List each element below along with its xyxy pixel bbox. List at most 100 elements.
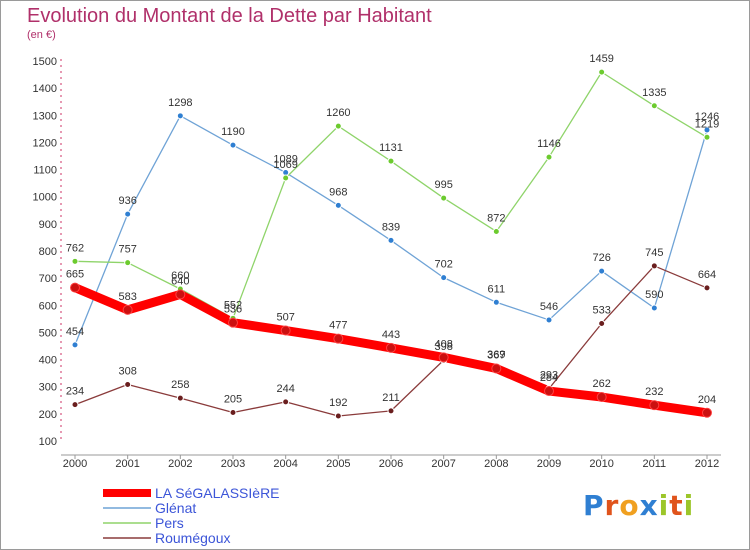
data-label-la-s-galassi-re-2000: 665 (66, 269, 84, 281)
data-label-pers-2008: 872 (487, 212, 505, 224)
y-tick-label-800: 800 (39, 246, 57, 258)
point-gl-nat-2011 (650, 304, 658, 312)
data-label-gl-nat-2012: 1246 (695, 111, 719, 123)
data-label-roum-goux-2004: 244 (276, 383, 294, 395)
logo-letter: i (683, 489, 695, 522)
y-tick-label-1100: 1100 (33, 165, 57, 177)
point-la-s-galassi-re-2012 (702, 407, 712, 418)
point-pers-2000 (71, 257, 79, 265)
point-gl-nat-2008 (492, 298, 500, 306)
x-tick-label-2001: 2001 (115, 458, 139, 470)
data-label-gl-nat-2007: 702 (434, 259, 452, 271)
point-la-s-galassi-re-2005 (333, 333, 344, 344)
point-pers-2009 (545, 153, 553, 161)
logo-letter: i (658, 489, 670, 522)
point-roum-goux-2012 (703, 284, 711, 292)
data-label-pers-2007: 995 (434, 179, 452, 191)
point-gl-nat-2010 (598, 267, 606, 275)
data-label-la-s-galassi-re-2010: 262 (592, 378, 610, 390)
point-roum-goux-2000 (71, 401, 79, 409)
series-line-pers (74, 71, 708, 319)
y-tick-label-400: 400 (39, 355, 57, 367)
y-tick-label-1400: 1400 (33, 83, 57, 95)
x-tick-label-2008: 2008 (484, 458, 508, 470)
data-label-gl-nat-2000: 454 (66, 326, 84, 338)
x-tick-label-2007: 2007 (431, 458, 455, 470)
point-gl-nat-2007 (440, 274, 448, 282)
logo-letter: r (604, 489, 620, 522)
series-lines (70, 71, 712, 418)
point-roum-goux-2004 (282, 398, 290, 406)
data-label-roum-goux-2009: 293 (540, 370, 558, 382)
y-tick-label-300: 300 (39, 382, 57, 394)
point-pers-2001 (124, 259, 132, 267)
data-label-la-s-galassi-re-2006: 443 (382, 329, 400, 341)
point-pers-2007 (440, 194, 448, 202)
data-label-la-s-galassi-re-2003: 536 (224, 304, 242, 316)
legend-label-la-s-galassi-re: LA SéGALASSIèRE (155, 485, 280, 501)
x-tick-label-2009: 2009 (537, 458, 561, 470)
point-gl-nat-2006 (387, 236, 395, 244)
point-gl-nat-2000 (71, 341, 79, 349)
data-label-gl-nat-2003: 1190 (221, 126, 245, 138)
point-pers-2004 (282, 174, 290, 182)
data-label-gl-nat-2006: 839 (382, 221, 400, 233)
x-tick-label-2004: 2004 (273, 458, 297, 470)
y-tick-label-1300: 1300 (33, 110, 57, 122)
y-tick-label-700: 700 (39, 273, 57, 285)
x-tick-label-2011: 2011 (643, 458, 667, 470)
y-tick-label-1200: 1200 (33, 137, 57, 149)
point-la-s-galassi-re-2008 (491, 363, 502, 374)
data-label-roum-goux-2002: 258 (171, 379, 189, 391)
logo-letter: t (669, 489, 684, 522)
data-label-pers-2010: 1459 (589, 53, 613, 65)
y-tick-label-900: 900 (39, 219, 57, 231)
data-label-pers-2006: 1131 (379, 142, 403, 154)
proxiti-logo: Proxiti (583, 489, 694, 522)
point-la-s-galassi-re-2004 (280, 325, 291, 336)
legend-label-pers: Pers (155, 515, 184, 531)
data-label-roum-goux-2006: 211 (382, 392, 400, 404)
data-label-la-s-galassi-re-2001: 583 (118, 291, 136, 303)
data-label-roum-goux-2007: 398 (434, 341, 452, 353)
data-label-roum-goux-2001: 308 (118, 366, 136, 378)
axes: 100 200 300 400 500 600 700 800 900 1000 1100 1200 1… (33, 56, 721, 470)
x-tick-label-2000: 2000 (63, 458, 87, 470)
point-la-s-galassi-re-2006 (386, 342, 396, 353)
y-tick-label-600: 600 (39, 300, 57, 312)
data-label-la-s-galassi-re-2012: 204 (698, 394, 716, 406)
logo-letter: o (619, 489, 640, 522)
point-pers-2008 (492, 227, 500, 235)
data-label-gl-nat-2005: 968 (329, 186, 347, 198)
x-tick-label-2006: 2006 (379, 458, 403, 470)
data-label-la-s-galassi-re-2011: 232 (645, 386, 663, 398)
point-pers-2010 (598, 68, 606, 76)
data-label-gl-nat-2002: 1298 (168, 97, 192, 109)
data-label-gl-nat-2008: 611 (488, 283, 506, 295)
point-pers-2005 (334, 122, 342, 130)
data-label-gl-nat-2009: 546 (540, 301, 558, 313)
legend-label-gl-nat: Glénat (155, 500, 196, 516)
data-label-roum-goux-2005: 192 (329, 397, 347, 409)
point-la-s-galassi-re-2000 (70, 282, 80, 293)
data-label-pers-2011: 1335 (642, 87, 666, 99)
data-label-roum-goux-2011: 745 (645, 247, 663, 259)
y-tick-label-1000: 1000 (33, 192, 57, 204)
point-gl-nat-2012 (703, 126, 711, 134)
legend-label-roum-goux: Roumégoux (155, 530, 231, 546)
point-roum-goux-2010 (598, 319, 606, 327)
data-label-pers-2003: 552 (224, 299, 242, 311)
point-la-s-galassi-re-2011 (649, 400, 660, 411)
data-label-gl-nat-2001: 936 (118, 195, 136, 207)
data-label-gl-nat-2004: 1089 (273, 154, 297, 166)
logo-letter: x (639, 489, 659, 522)
x-tick-label-2002: 2002 (168, 458, 192, 470)
point-la-s-galassi-re-2003 (228, 317, 238, 328)
logo-letter: P (583, 489, 605, 522)
point-pers-2012 (703, 133, 711, 141)
point-roum-goux-2005 (334, 412, 342, 420)
point-gl-nat-2001 (124, 210, 132, 218)
point-gl-nat-2002 (176, 112, 184, 120)
data-label-la-s-galassi-re-2009: 284 (540, 372, 558, 384)
